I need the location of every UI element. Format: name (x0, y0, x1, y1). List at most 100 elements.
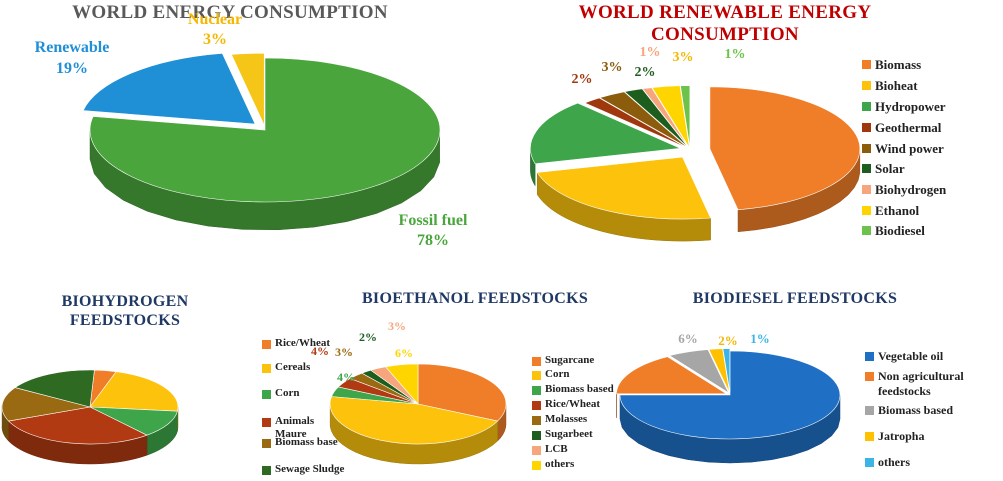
legend-label: Sugarcane (545, 354, 595, 366)
legend-swatch (532, 446, 541, 455)
legend-label: Ethanol (875, 203, 920, 218)
pie-slice-corn (329, 396, 499, 445)
legend-swatch (532, 357, 541, 366)
legend-label: Biomass based (545, 383, 614, 395)
chart-title-bioethanol: BIOETHANOL FEEDSTOCKS (361, 290, 589, 307)
chart-title-biohydrogen: BIOHYDROGEN FEEDSTOCKS (61, 293, 189, 329)
legend-swatch (862, 102, 871, 111)
data-label-biohydrogen: 1% (640, 45, 661, 60)
chart-title-world-renewable: WORLD RENEWABLE ENERGY CONSUMPTION (578, 2, 872, 45)
pie-slice-biodiesel (680, 85, 691, 148)
pie-slice-biomass-based (668, 349, 730, 394)
data-label-biomass-based: 4% (337, 370, 355, 384)
pie-bioethanol-feedstocks: 4% 4% 3% 2% 3% 6% (311, 319, 507, 465)
pie-slice-corn (89, 406, 178, 436)
pie-slice-others (385, 363, 419, 405)
legend-label: Cereals (275, 361, 311, 373)
legend-swatch (532, 416, 541, 425)
data-label-lcb: 3% (388, 319, 406, 333)
pie-world-energy-consumption: Fossil fuel 78% Renewable 19% Nuclear 3% (35, 11, 468, 249)
pie-slice-cereals (89, 371, 179, 412)
legend-label: Vegetable oil (878, 349, 944, 363)
legend-label: Biodiesel (875, 223, 925, 238)
pie-slice-hydropower (530, 102, 682, 165)
legend-swatch (865, 372, 874, 381)
chart-title-biodiesel: BIODIESEL FEEDSTOCKS (692, 290, 898, 307)
legend-label: Molasses (545, 413, 588, 425)
legend-label: Biohydrogen (875, 182, 947, 197)
pie-slice-ethanol (651, 85, 690, 148)
legend-label: Bioheat (875, 78, 918, 93)
legend-swatch (532, 371, 541, 380)
legend-label: Biomass (875, 57, 922, 72)
data-label-sugarbeet: 2% (359, 330, 377, 344)
chart-title-world-energy: WORLD ENERGY CONSUMPTION (72, 2, 388, 23)
legend-swatch (262, 439, 271, 448)
pie-slice-renewable (82, 53, 256, 125)
legend-swatch (262, 364, 271, 373)
legend-swatch (862, 81, 871, 90)
pie-slice-biomass-base (1, 387, 91, 422)
legend-label: Sugarbeet (545, 428, 593, 440)
pie-world-renewable-energy-consumption: 2% 3% 2% 1% 3% 1% (530, 45, 861, 242)
data-label-ethanol: 3% (673, 50, 694, 65)
pie-slice-bioheat (536, 156, 712, 220)
legend-label: Animals Maure (275, 415, 315, 440)
pie-slice-others (722, 348, 731, 393)
pie-slice-biomass (709, 86, 861, 211)
pie-biodiesel-feedstocks: 6% 2% 1% (616, 331, 841, 464)
legend-swatch (862, 144, 871, 153)
legend-swatch (862, 60, 871, 69)
data-label-wind-power: 3% (602, 60, 623, 75)
pie-slice-fossil-fuel (89, 57, 441, 203)
data-label-solar: 2% (635, 65, 656, 80)
legend-swatch (865, 458, 874, 467)
legend-swatch (862, 164, 871, 173)
legend-swatch (532, 461, 541, 470)
pie-slice-animals-maure (7, 406, 148, 445)
legend-label: Non agricultural feedstocks (878, 369, 964, 398)
data-label-renewable: Renewable 19% (35, 39, 110, 77)
legend-swatch (865, 432, 874, 441)
legend-swatch (532, 431, 541, 440)
data-label-biodiesel: 1% (725, 47, 746, 62)
legend-swatch (865, 406, 874, 415)
pie-slice-nuclear (231, 52, 265, 126)
legend-label: Corn (545, 368, 570, 380)
legend-swatch (862, 206, 871, 215)
legend-swatch (262, 466, 271, 475)
pie-slice-solar (624, 88, 689, 148)
legend-swatch (262, 390, 271, 399)
data-label-others: 6% (395, 346, 413, 360)
legend-label: Wind power (875, 141, 944, 156)
pie-slice-wind-power (599, 91, 689, 149)
legend-label: LCB (545, 443, 568, 455)
legend-label: Solar (875, 161, 905, 176)
data-label-rice-wheat: 4% (311, 344, 329, 358)
pie-slice-geothermal (583, 97, 688, 149)
legend-swatch (865, 352, 874, 361)
legend-label: Hydropower (875, 99, 946, 114)
data-label-others: 1% (750, 331, 770, 346)
data-label-jatropha: 2% (718, 333, 738, 348)
pie-slice-sugarcane (417, 363, 507, 422)
legend-swatch (262, 340, 271, 349)
pie-slice-biohydrogen (641, 87, 690, 148)
legend-label: Biomass based (878, 403, 954, 417)
data-label-geothermal: 2% (572, 72, 593, 87)
pie-slice-vegetable-oil (619, 350, 841, 440)
data-label-molasses: 3% (335, 345, 353, 359)
legend-label: Jatropha (878, 429, 925, 443)
pie-slice-non-agricultural-feedstocks (616, 356, 728, 395)
legend-swatch (862, 123, 871, 132)
legend-label: Sewage Sludge (275, 463, 345, 475)
legend-swatch (862, 185, 871, 194)
legend-label: Geothermal (875, 120, 942, 135)
legend-swatch (532, 386, 541, 395)
pie-slice-jatropha (708, 348, 730, 393)
legend-swatch (532, 401, 541, 410)
legend-label: others (878, 455, 910, 469)
pie-biohydrogen-feedstocks (1, 369, 179, 465)
legend-swatch (262, 418, 271, 427)
